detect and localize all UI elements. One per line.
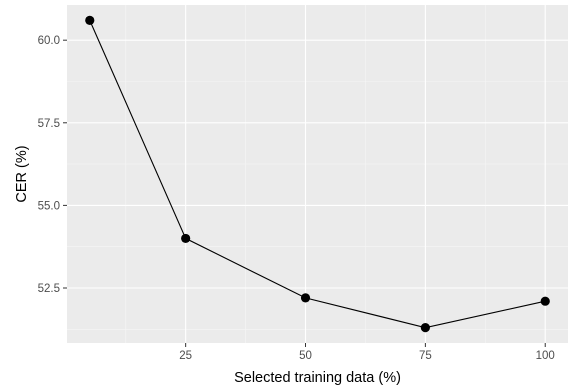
x-tick-labels: 25 50 75 100 <box>179 350 555 362</box>
y-tick-label: 57.5 <box>38 118 60 130</box>
axis-ticks <box>63 39 546 347</box>
data-point <box>420 323 430 333</box>
data-series <box>85 15 550 333</box>
y-axis-title: CER (%) <box>14 145 30 202</box>
x-tick-label: 25 <box>179 350 192 362</box>
x-tick-label: 100 <box>536 350 555 362</box>
y-tick-label: 60.0 <box>38 35 60 47</box>
grid-major <box>67 5 568 343</box>
data-point <box>181 233 191 244</box>
y-tick-labels: 52.5 55.0 57.5 60.0 <box>38 35 60 295</box>
x-axis-title: Selected training data (%) <box>234 370 401 386</box>
x-tick-label: 75 <box>419 350 432 362</box>
x-tick-label: 50 <box>299 350 312 362</box>
y-tick-label: 55.0 <box>38 200 60 212</box>
data-point <box>300 293 311 303</box>
plot-panel <box>67 5 568 343</box>
y-tick-label: 52.5 <box>38 283 60 295</box>
grid-minor <box>67 5 568 343</box>
data-point <box>540 296 550 306</box>
data-point <box>85 15 95 25</box>
